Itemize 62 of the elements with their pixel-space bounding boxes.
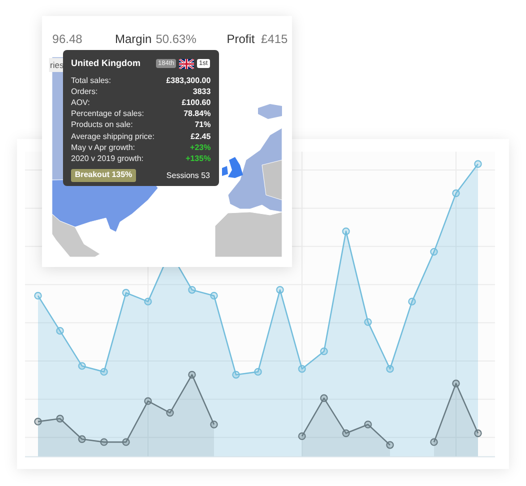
point — [210, 292, 218, 300]
point — [56, 414, 64, 422]
point — [78, 362, 86, 370]
point — [430, 248, 438, 256]
point — [144, 397, 152, 405]
annotation: Breakout 135% — [71, 169, 136, 182]
point — [364, 420, 372, 428]
point — [320, 347, 328, 356]
point — [144, 298, 152, 306]
text: AOV: — [71, 97, 90, 108]
text: ries — [49, 58, 67, 72]
point — [232, 370, 240, 379]
point — [254, 368, 262, 376]
point — [122, 288, 130, 297]
text: 78.84% — [184, 108, 211, 120]
point — [320, 394, 328, 402]
text: 2020 v 2019 growth: — [71, 152, 144, 164]
point — [452, 189, 460, 198]
text: Margin — [115, 32, 152, 46]
point — [78, 435, 86, 443]
point — [100, 438, 108, 446]
point — [364, 318, 372, 326]
text: £415 — [261, 32, 288, 46]
text: 96.48 — [52, 32, 82, 46]
text: Profit — [226, 32, 255, 46]
point — [474, 160, 482, 168]
text: Percentage of sales: — [71, 108, 144, 120]
text: Average shipping price: — [71, 130, 154, 142]
point — [34, 292, 42, 300]
text: Orders: — [71, 86, 98, 98]
point — [386, 441, 394, 449]
text: +23% — [190, 142, 211, 153]
text: May v Apr growth: — [71, 142, 136, 153]
point — [122, 438, 130, 446]
text: +135% — [186, 152, 211, 164]
annotation: Sessions 53 — [166, 170, 210, 180]
point — [100, 368, 108, 376]
point — [342, 227, 350, 236]
text: 71% — [194, 119, 211, 130]
point — [474, 429, 482, 438]
text: £2.45 — [190, 130, 211, 142]
point — [452, 380, 460, 388]
point — [34, 418, 42, 426]
point — [408, 298, 416, 306]
point — [166, 408, 174, 417]
text: £383,300.00 — [166, 75, 211, 86]
point — [342, 429, 350, 438]
point — [188, 370, 196, 379]
point — [430, 438, 438, 446]
point — [210, 420, 218, 428]
text: United Kingdom — [71, 58, 140, 69]
point — [386, 365, 394, 373]
point — [298, 432, 306, 440]
point — [56, 326, 64, 335]
point — [188, 286, 196, 294]
text: 50.63% — [156, 32, 196, 46]
text: £100.60 — [182, 97, 211, 108]
point — [298, 365, 306, 373]
text: 3833 — [192, 86, 211, 98]
text: Products on sale: — [71, 119, 133, 130]
point — [276, 286, 284, 294]
text: Total sales: — [71, 75, 112, 86]
